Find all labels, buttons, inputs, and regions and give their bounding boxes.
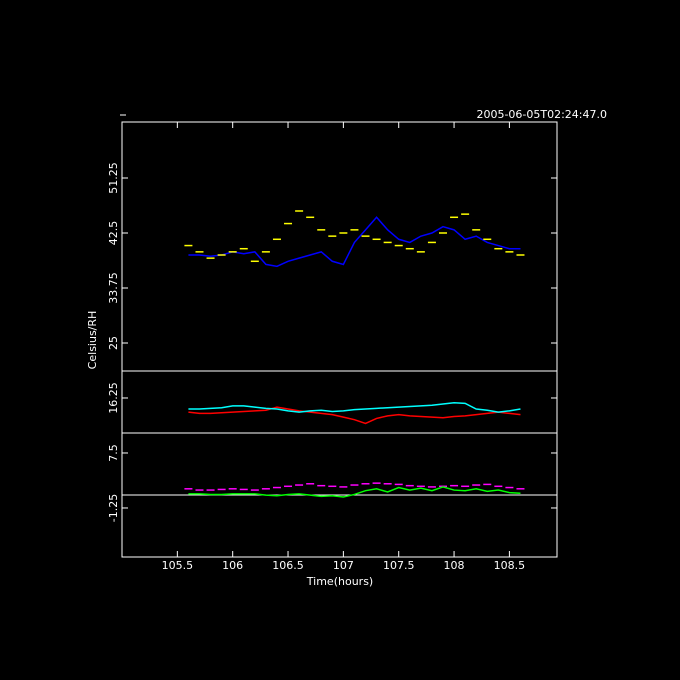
x-tick-label: 106.5 [272,559,304,572]
series-line [188,486,521,498]
y-tick-label: 51.25 [107,162,120,194]
x-tick-label: 108.5 [494,559,526,572]
y-tick-label: 25 [107,336,120,350]
timestamp: 2005-06-05T02:24:47.0 [476,108,607,121]
x-tick-label: 106 [222,559,243,572]
plot-frame [121,121,558,558]
y-tick-label: -1.25 [107,494,120,522]
y-tick-label: 42.5 [107,221,120,246]
x-tick-label: 107 [333,559,354,572]
series-line [188,401,521,413]
x-axis-label: Time(hours) [306,575,373,588]
series-line [188,216,521,268]
x-tick-label: 108 [444,559,465,572]
y-axis-label: Celsius/RH [86,311,99,370]
y-tick-label: 16.25 [107,382,120,414]
series-line [188,406,521,425]
x-tick-label: 107.5 [383,559,415,572]
y-tick-label: 7.5 [107,444,120,462]
x-tick-label: 105.5 [162,559,194,572]
y-tick-label: 33.75 [107,272,120,304]
